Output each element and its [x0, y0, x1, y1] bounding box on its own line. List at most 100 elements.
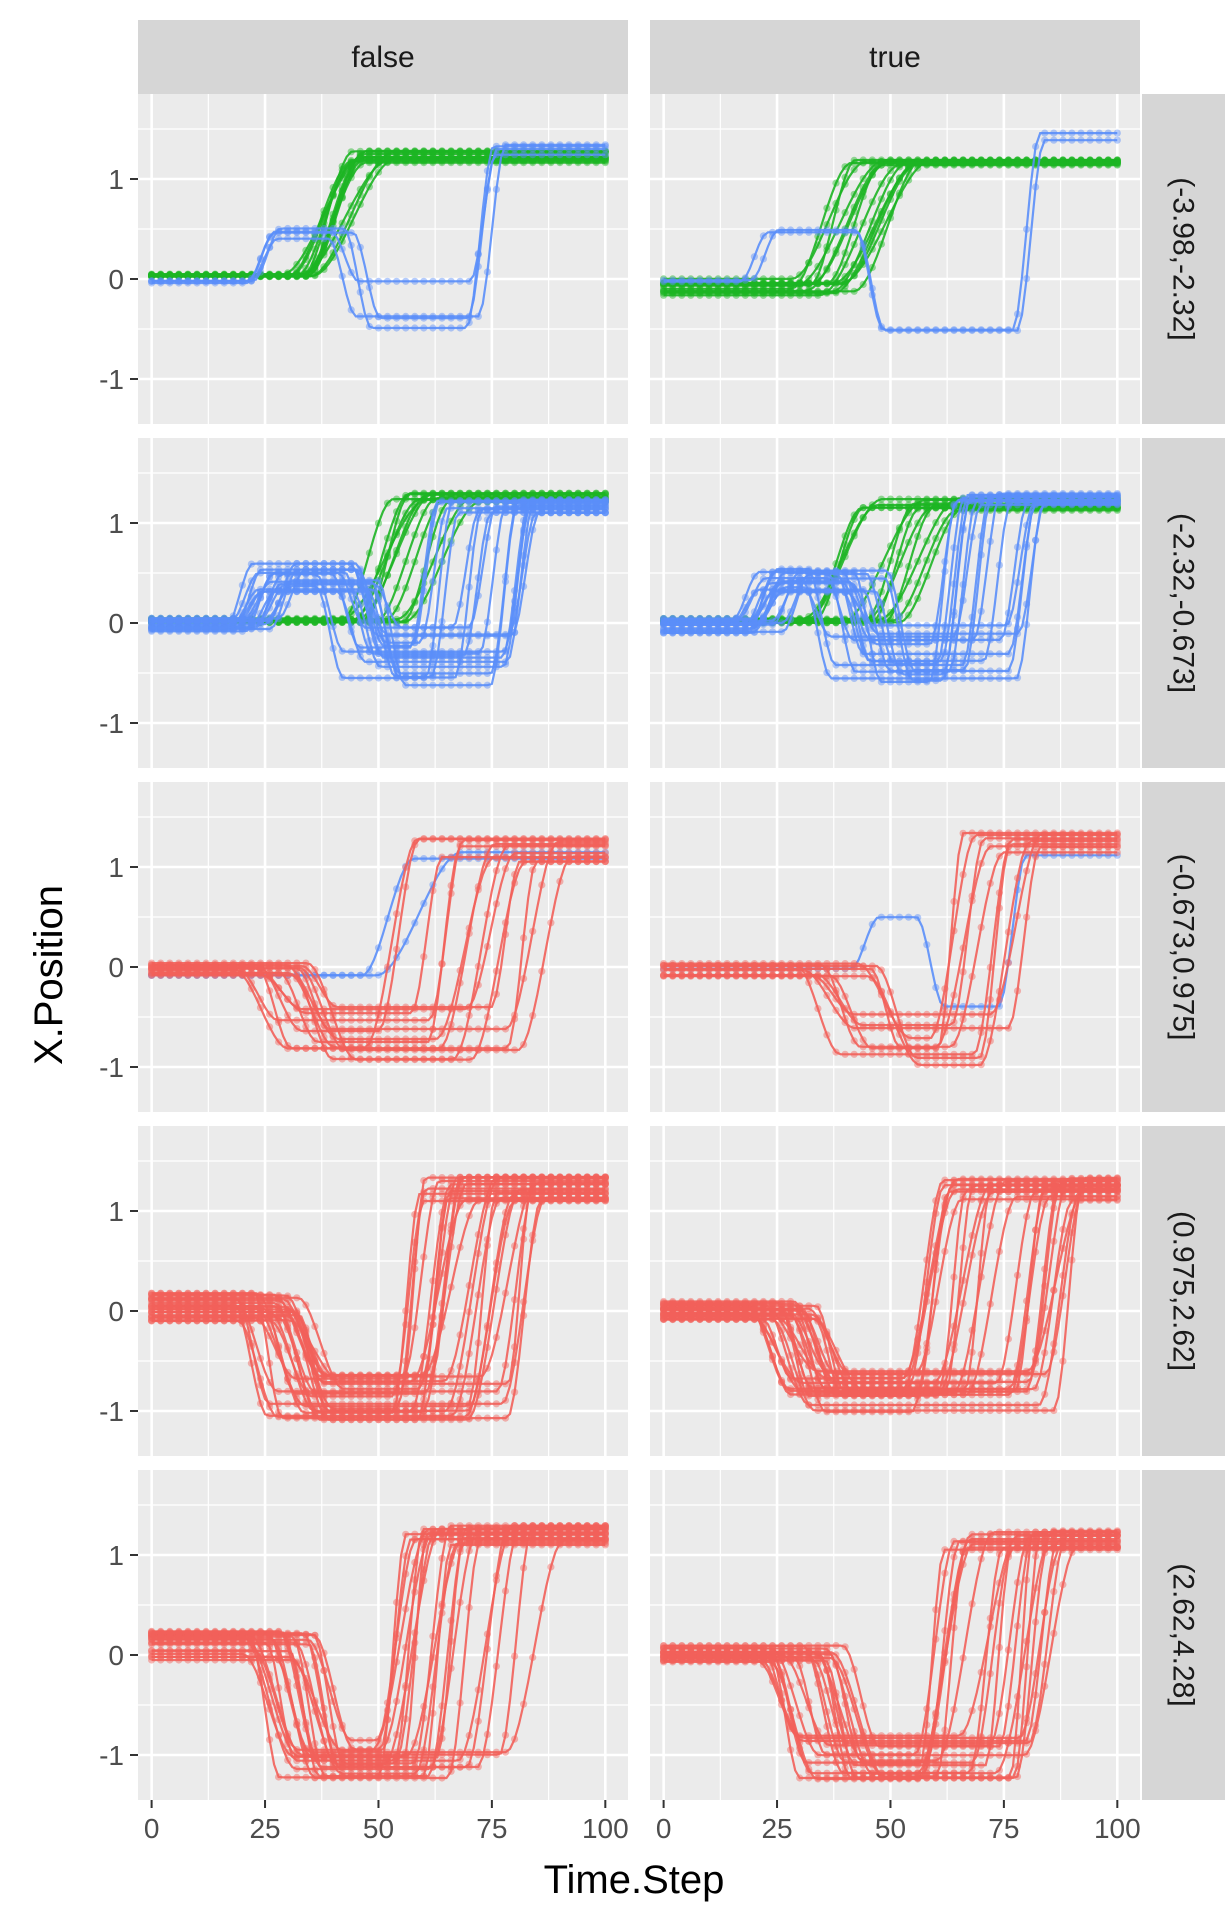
- data-point: [1041, 129, 1049, 137]
- data-point: [474, 632, 482, 640]
- data-point: [923, 621, 931, 630]
- data-point: [796, 279, 804, 288]
- data-point: [832, 271, 840, 279]
- data-point: [850, 240, 858, 249]
- data-point: [420, 624, 428, 632]
- data-point: [732, 276, 740, 284]
- data-point: [429, 277, 437, 285]
- data-point: [365, 173, 373, 181]
- data-point: [886, 209, 895, 217]
- data-point: [868, 226, 876, 234]
- data-point: [347, 156, 355, 165]
- data-point: [759, 232, 768, 240]
- panel-1-1: [650, 438, 1140, 768]
- data-point: [669, 288, 677, 296]
- data-point: [850, 595, 858, 603]
- data-point: [456, 518, 464, 527]
- data-point: [886, 668, 895, 676]
- panel-background: [650, 1470, 1140, 1800]
- data-point: [850, 667, 858, 675]
- data-point: [320, 228, 328, 236]
- data-point: [805, 616, 813, 624]
- data-point: [456, 277, 464, 285]
- data-point: [574, 498, 582, 506]
- data-point: [832, 633, 840, 641]
- data-point: [895, 548, 904, 557]
- data-point: [492, 505, 500, 513]
- data-point: [148, 617, 156, 625]
- data-point: [995, 636, 1004, 644]
- data-point: [483, 498, 491, 506]
- data-point: [1013, 613, 1022, 621]
- data-point: [356, 277, 364, 285]
- data-point: [510, 145, 519, 153]
- data-point: [859, 661, 867, 669]
- data-point: [583, 509, 591, 517]
- data-point: [347, 268, 355, 277]
- data-point: [356, 243, 364, 251]
- data-point: [148, 277, 156, 285]
- data-point: [447, 156, 455, 164]
- data-point: [914, 532, 922, 541]
- data-point: [932, 326, 940, 334]
- data-point: [556, 498, 564, 506]
- data-point: [411, 314, 419, 322]
- data-point: [895, 174, 904, 183]
- panel-background: [650, 94, 1140, 424]
- data-point: [465, 319, 473, 327]
- data-point: [768, 579, 777, 587]
- data-point: [492, 185, 500, 193]
- data-point: [411, 598, 419, 607]
- data-point: [474, 574, 482, 582]
- data-point: [365, 147, 373, 155]
- data-point: [429, 624, 437, 632]
- data-point: [877, 195, 886, 203]
- data-point: [256, 609, 265, 618]
- data-point: [311, 576, 319, 584]
- data-point: [1013, 543, 1022, 551]
- data-point: [1032, 183, 1040, 191]
- data-point: [465, 277, 473, 285]
- data-point: [238, 277, 246, 285]
- data-point: [823, 226, 831, 234]
- data-point: [202, 624, 210, 632]
- data-point: [905, 504, 913, 512]
- data-point: [293, 587, 301, 596]
- data-point: [456, 314, 464, 322]
- data-point: [202, 277, 210, 285]
- data-point: [592, 145, 600, 153]
- data-point: [914, 557, 922, 565]
- data-point: [393, 156, 401, 164]
- data-point: [383, 674, 392, 682]
- data-point: [293, 228, 301, 236]
- data-point: [266, 587, 274, 596]
- data-point: [823, 669, 831, 677]
- data-point: [923, 495, 931, 503]
- data-point: [859, 627, 867, 635]
- data-point: [547, 509, 555, 517]
- data-point: [393, 657, 401, 665]
- data-point: [759, 586, 768, 594]
- data-point: [456, 632, 464, 640]
- data-point: [438, 624, 446, 632]
- data-point: [601, 498, 609, 506]
- data-point: [311, 568, 319, 577]
- panel-2-1: [650, 782, 1140, 1112]
- data-point: [868, 501, 876, 509]
- data-point: [365, 600, 373, 608]
- data-point: [365, 156, 373, 164]
- data-point: [347, 580, 355, 588]
- data-point: [284, 587, 292, 596]
- data-point: [678, 276, 686, 284]
- data-point: [547, 145, 555, 153]
- data-point: [347, 559, 355, 568]
- data-point: [877, 240, 886, 248]
- data-point: [895, 159, 904, 167]
- data-point: [886, 636, 895, 644]
- data-point: [986, 159, 994, 167]
- data-point: [850, 166, 858, 174]
- data-point: [823, 618, 831, 627]
- data-point: [438, 517, 446, 526]
- data-point: [365, 658, 373, 666]
- data-point: [347, 306, 355, 314]
